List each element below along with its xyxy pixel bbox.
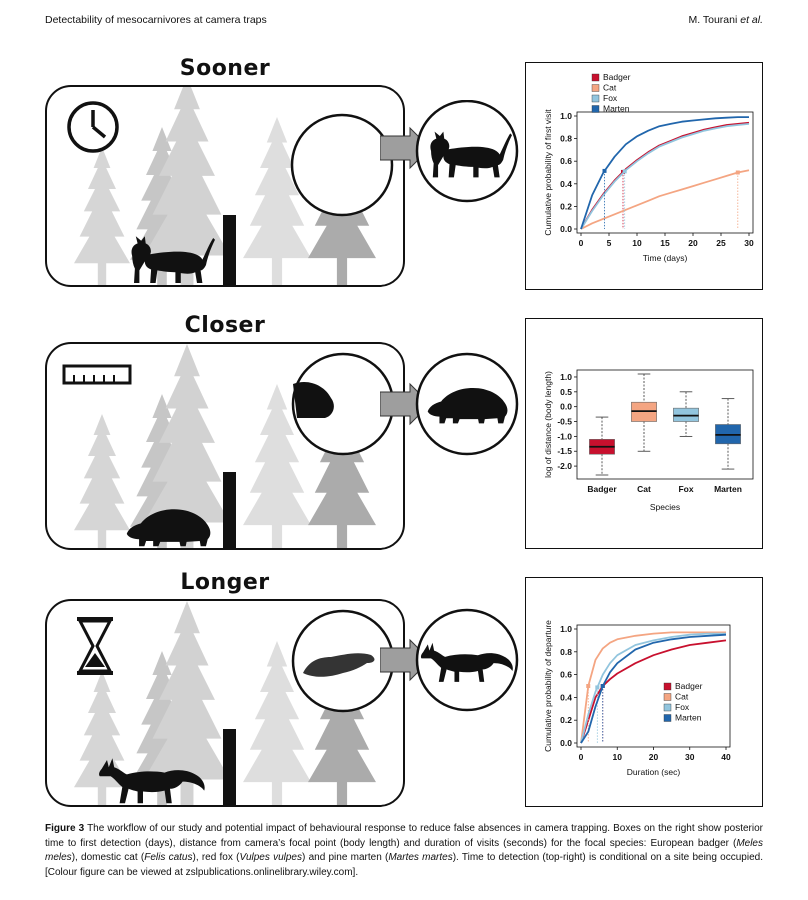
y-tick-label: 0.0 <box>560 738 572 748</box>
series-line-fox <box>580 123 750 230</box>
x-axis-label: Time (days) <box>643 253 688 263</box>
x-tick-label: 20 <box>649 752 659 762</box>
x-tick-label: 5 <box>607 238 612 248</box>
scene-panel-closer <box>45 342 405 550</box>
series-line-badger <box>580 639 727 744</box>
x-tick-label: 30 <box>685 752 695 762</box>
y-tick-label: 1.0 <box>560 624 572 634</box>
y-tick-label: -2.0 <box>557 461 572 471</box>
chart-distance-boxplot: 1.0 0.5 0.0 -0.5 -1.0 -1.5 -2.0 Badger Cat Fox Mar… <box>525 318 763 549</box>
y-axis-label: log of distance (body length) <box>543 371 553 478</box>
x-tick-label: 25 <box>716 238 726 248</box>
x-tick-label: 0 <box>579 752 584 762</box>
y-tick-label: 0.8 <box>560 647 572 657</box>
running-header: Detectability of mesocarnivores at camer… <box>45 14 267 26</box>
series-line-cat <box>580 169 750 230</box>
panel-title-sooner: Sooner <box>179 56 271 81</box>
hourglass-icon <box>77 617 113 675</box>
y-tick-label: 0.8 <box>560 134 572 144</box>
legend-swatch-badger <box>591 73 600 82</box>
legend-label-cat: Cat <box>603 83 617 93</box>
legend-label-badger: Badger <box>675 681 703 691</box>
series-line-fox <box>580 632 726 744</box>
legend-label-cat: Cat <box>675 692 689 702</box>
y-tick-label: -1.5 <box>557 446 572 456</box>
median-point-cat <box>735 170 740 175</box>
chart-time-to-detection: 0 5 10 15 20 25 30 0.0 0.2 0.4 0.6 0.8 1.0 Time (days… <box>525 62 763 290</box>
y-tick-label: 0.6 <box>560 156 572 166</box>
y-tick-label: 0.6 <box>560 670 572 680</box>
x-axis-label: Duration (sec) <box>627 767 681 777</box>
y-tick-label: 1.0 <box>560 111 572 121</box>
x-tick-label: 40 <box>721 752 731 762</box>
y-tick-label: 0.0 <box>560 224 572 234</box>
plot-frame <box>576 369 754 480</box>
x-tick-label: Badger <box>587 484 617 494</box>
scene-panel-longer <box>45 599 405 807</box>
y-tick-label: 0.5 <box>560 387 572 397</box>
legend-label-marten: Marten <box>603 104 630 114</box>
median-point-fox <box>595 685 600 690</box>
legend-swatch-marten <box>663 714 672 722</box>
x-tick-label: 30 <box>744 238 754 248</box>
legend-swatch-badger <box>663 682 672 691</box>
y-axis-label: Cumulative probability of first visit <box>543 109 553 236</box>
legend-label-fox: Fox <box>603 93 618 103</box>
y-tick-label: 1.0 <box>560 372 572 382</box>
median-point-fox <box>622 169 627 174</box>
x-tick-label: 15 <box>660 238 670 248</box>
y-tick-label: 0.2 <box>560 201 572 211</box>
median-point-marten <box>602 168 607 173</box>
legend-swatch-fox <box>591 94 600 103</box>
panel-title-longer: Longer <box>180 570 270 595</box>
chart-duration: 0 10 20 30 40 0.0 0.2 0.4 0.6 0.8 1.0 Duration (sec… <box>525 577 763 807</box>
x-tick-label: 10 <box>613 752 623 762</box>
y-tick-label: 0.0 <box>560 402 572 412</box>
legend-label-fox: Fox <box>675 702 690 712</box>
y-tick-label: 0.4 <box>560 692 572 702</box>
clock-icon <box>67 101 119 153</box>
legend-swatch-marten <box>591 105 600 113</box>
series-line-cat <box>580 631 726 744</box>
x-tick-label: Fox <box>678 484 693 494</box>
ruler-icon <box>62 364 132 385</box>
x-tick-label: 10 <box>632 238 642 248</box>
figure-caption: Figure 3 The workflow of our study and p… <box>45 823 763 878</box>
x-tick-label: 20 <box>688 238 698 248</box>
median-point-cat <box>586 684 591 688</box>
legend-label-marten: Marten <box>675 713 702 723</box>
median-point-marten <box>600 684 605 688</box>
scene-panel-sooner <box>45 85 405 287</box>
x-tick-label: Marten <box>714 484 742 494</box>
y-tick-label: -0.5 <box>557 417 572 427</box>
x-axis-label: Species <box>650 502 680 512</box>
legend-label-badger: Badger <box>603 72 631 82</box>
y-tick-label: 0.2 <box>560 715 572 725</box>
y-axis-label: Cumulative probability of departure <box>543 620 553 752</box>
legend-swatch-cat <box>591 84 600 92</box>
panel-title-closer: Closer <box>184 313 266 338</box>
author-header: M. Tourani et al. <box>688 14 763 26</box>
x-tick-label: Cat <box>637 484 651 494</box>
series-line-marten <box>580 633 727 744</box>
y-tick-label: -1.0 <box>557 431 572 441</box>
y-tick-label: 0.4 <box>560 179 572 189</box>
x-tick-label: 0 <box>579 238 584 248</box>
series-line-marten <box>580 116 749 230</box>
legend-swatch-fox <box>663 703 672 712</box>
legend-swatch-cat <box>663 693 672 701</box>
